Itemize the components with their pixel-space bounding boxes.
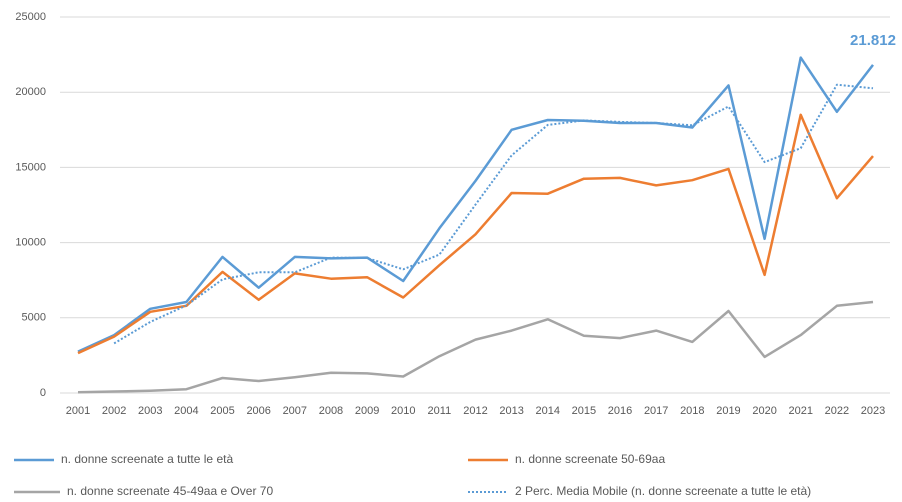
series-line — [77, 300, 874, 394]
legend-label: n. donne screenate 45-49aa e Over 70 — [67, 484, 273, 498]
y-tick-label: 10000 — [15, 237, 46, 249]
data-label: 21.812 — [850, 32, 896, 49]
series-line — [113, 83, 874, 345]
x-tick-label: 2023 — [861, 405, 885, 417]
x-tick-label: 2021 — [788, 405, 812, 417]
x-tick-label: 2022 — [825, 405, 849, 417]
x-tick-label: 2013 — [499, 405, 523, 417]
x-tick-label: 2014 — [536, 405, 560, 417]
x-tick-label: 2018 — [680, 405, 704, 417]
legend-label: 2 Perc. Media Mobile (n. donne screenate… — [515, 484, 811, 498]
x-tick-label: 2011 — [428, 405, 452, 417]
series-line — [77, 113, 874, 355]
y-tick-label: 15000 — [15, 161, 46, 173]
y-tick-label: 20000 — [15, 86, 46, 98]
series-line — [77, 56, 874, 353]
y-tick-label: 25000 — [15, 11, 46, 23]
x-tick-label: 2017 — [644, 405, 668, 417]
x-tick-label: 2003 — [138, 405, 162, 417]
x-tick-label: 2012 — [463, 405, 487, 417]
x-tick-label: 2019 — [716, 405, 740, 417]
x-tick-label: 2004 — [174, 405, 198, 417]
legend-label: n. donne screenate a tutte le età — [61, 452, 233, 466]
x-tick-label: 2010 — [391, 405, 415, 417]
x-tick-label: 2001 — [66, 405, 90, 417]
x-tick-label: 2002 — [102, 405, 126, 417]
x-tick-label: 2009 — [355, 405, 379, 417]
legend: n. donne screenate a tutte le età n. donn… — [14, 452, 811, 498]
x-tick-label: 2005 — [210, 405, 234, 417]
x-tick-label: 2008 — [319, 405, 343, 417]
legend-label: n. donne screenate 50-69aa — [515, 452, 665, 466]
y-tick-label: 0 — [40, 387, 46, 399]
y-tick-label: 5000 — [22, 312, 46, 324]
x-tick-label: 2020 — [752, 405, 776, 417]
x-tick-label: 2006 — [246, 405, 270, 417]
x-tick-label: 2015 — [572, 405, 596, 417]
x-tick-label: 2016 — [608, 405, 632, 417]
x-tick-label: 2007 — [283, 405, 307, 417]
